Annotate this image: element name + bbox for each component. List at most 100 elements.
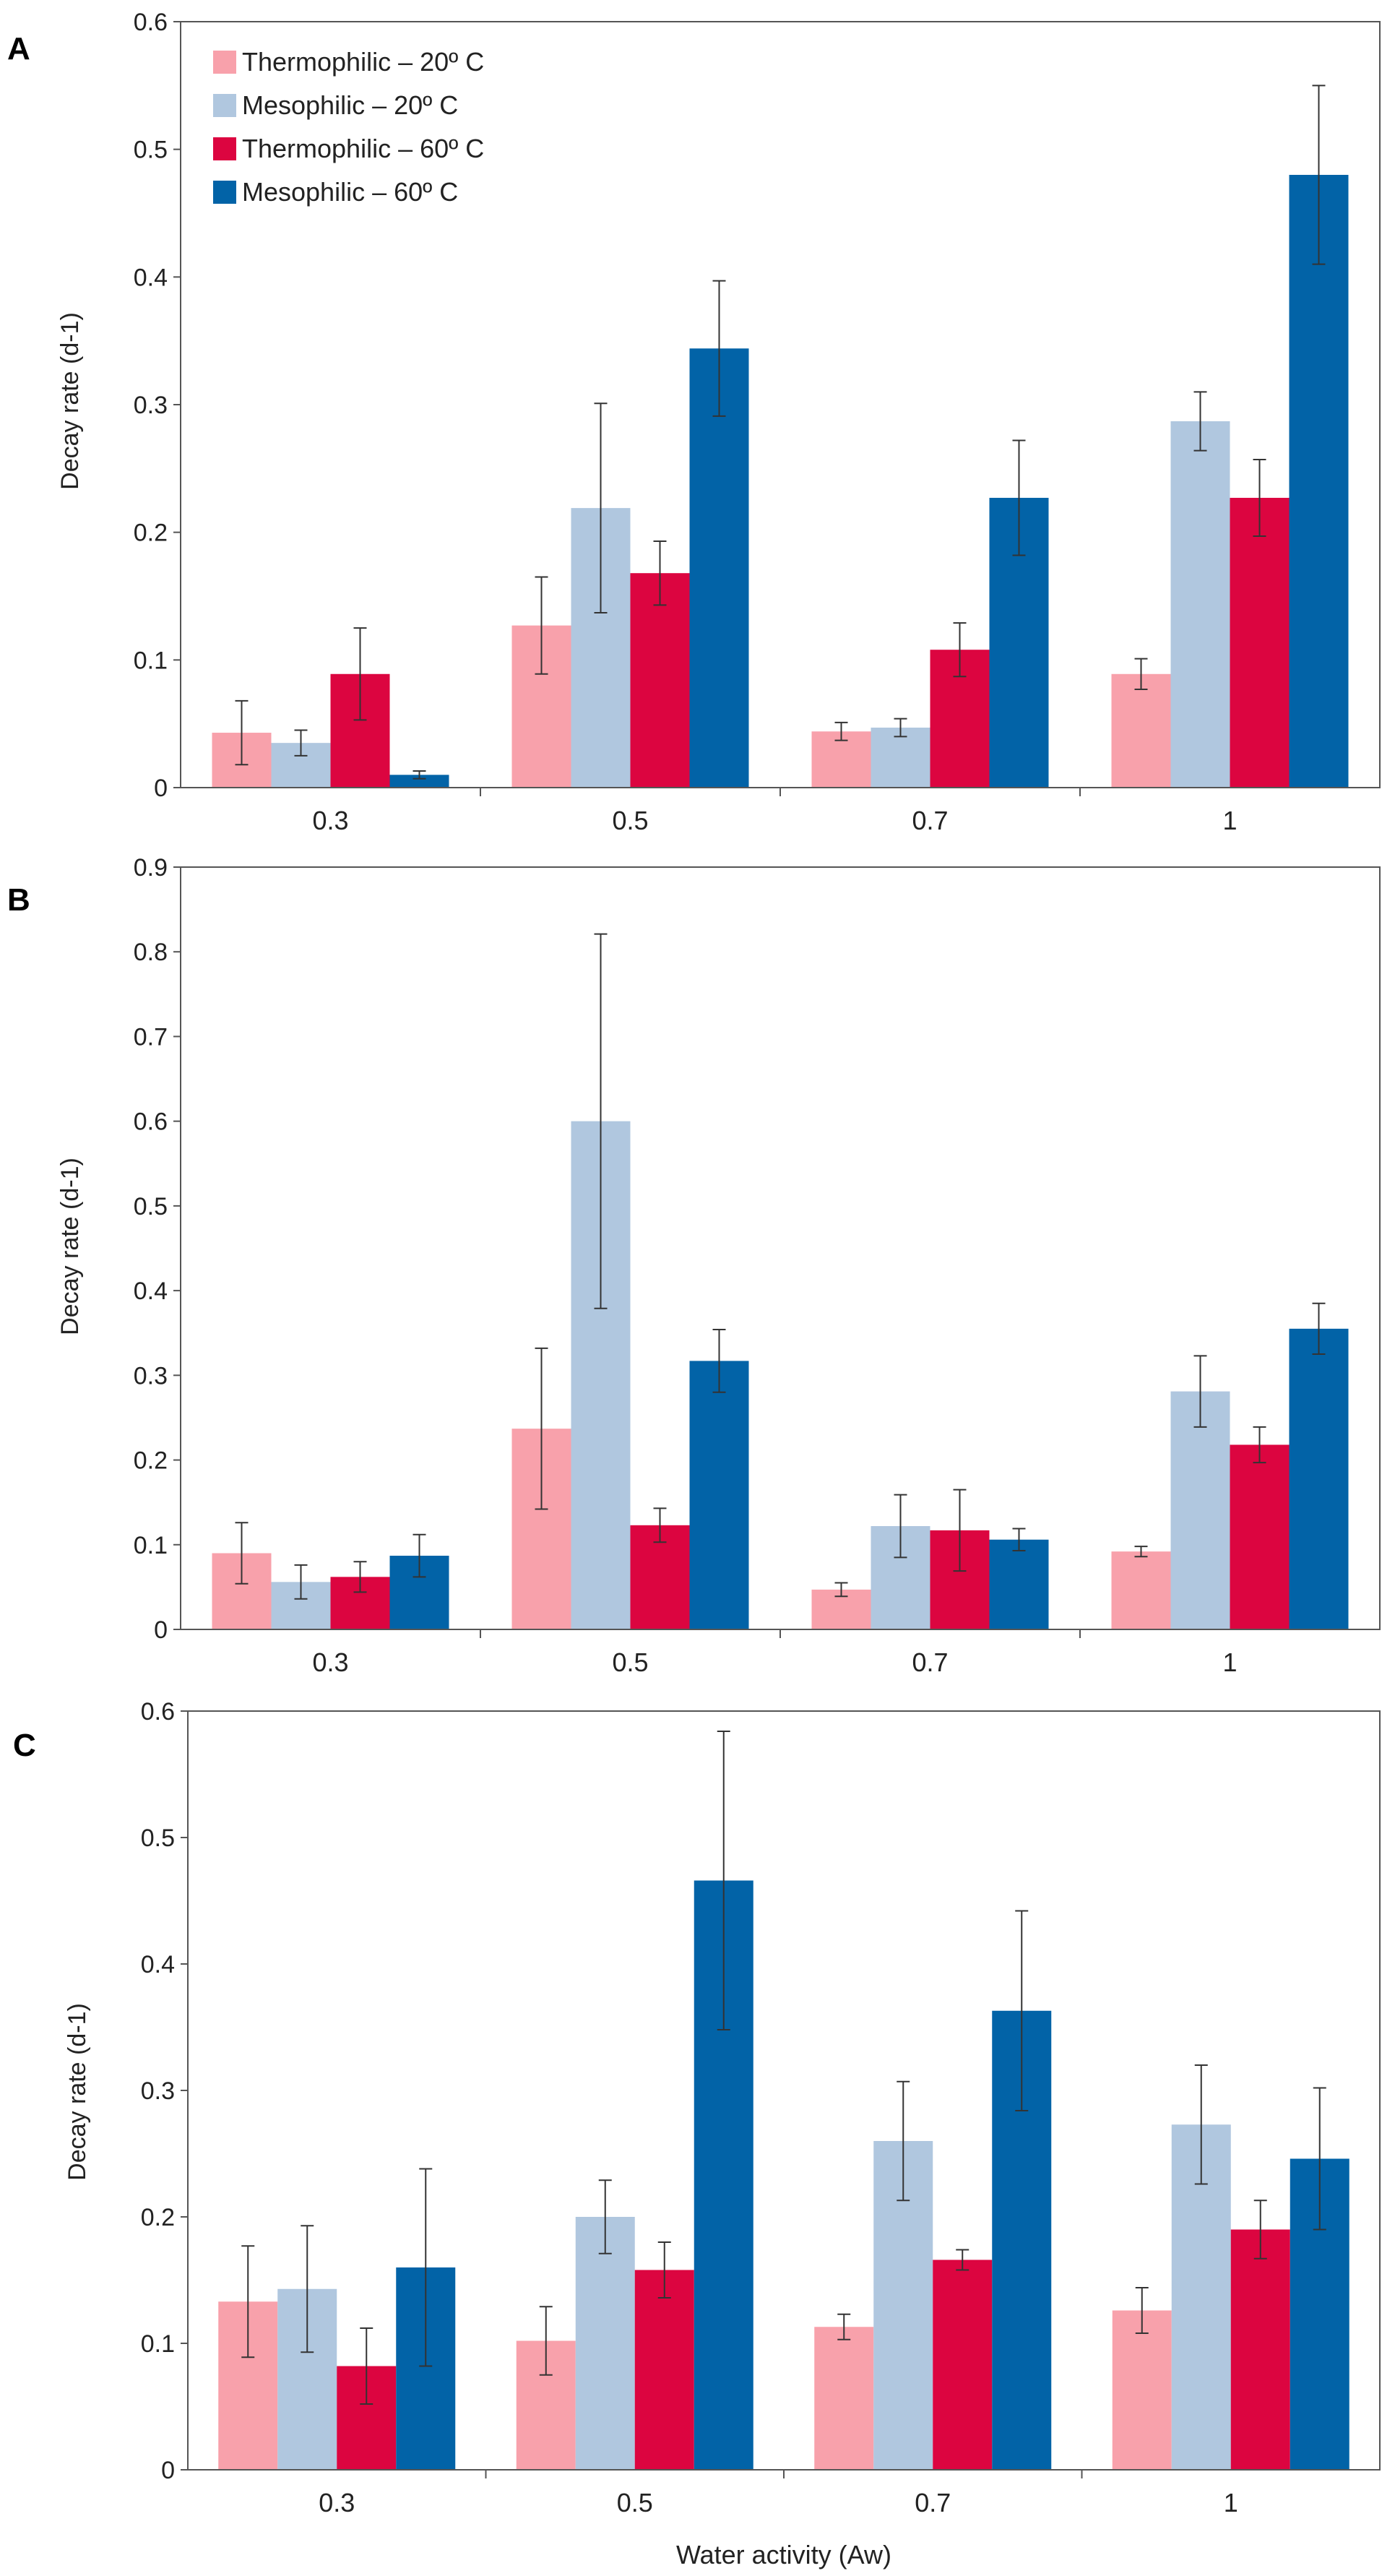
error-bar-a-mesophilic-20-c-1 (1193, 391, 1207, 452)
bar-a-thermophilic-20-c-1 (1111, 673, 1171, 788)
y-tick-label-b-8: 0.8 (134, 939, 168, 966)
panel-c: C 0 0.1 0.2 0.3 0.4 0.5 0.6 0.3 0.5 0.7 1 Decay ra… (13, 1698, 1381, 2517)
error-bar-a-thermophilic-20-c-1 (1134, 658, 1148, 690)
panel-b: B 0 0.1 0.2 0.3 0.4 0.5 0.6 0.7 0.8 0.9 0.3 0.5 0.7 1… (7, 854, 1381, 1677)
error-bar-b-thermophilic-60-c-0-7 (953, 1489, 967, 1572)
bar-a-mesophilic-60-c-1 (1289, 175, 1349, 788)
bar-a-mesophilic-20-c-1 (1170, 421, 1230, 788)
legend-label-mesophilic-20: Mesophilic – 20º C (242, 90, 458, 120)
x-category-label-c-1: 0.5 (617, 2488, 653, 2517)
x-axis-label: Water activity (Aw) (676, 2540, 891, 2569)
error-bar-a-thermophilic-20-c-0-7 (834, 721, 848, 741)
error-bar-b-thermophilic-60-c-0-5 (653, 1507, 667, 1543)
legend-swatch-mesophilic-60 (213, 181, 236, 204)
bar-c-thermophilic-20-c-0-7 (814, 2327, 874, 2470)
error-bar-b-mesophilic-60-c-0-3 (413, 1533, 426, 1578)
y-tick-label-b-2: 0.2 (134, 1447, 168, 1475)
error-bar-b-thermophilic-60-c-1 (1253, 1426, 1266, 1464)
error-bar-b-mesophilic-60-c-1 (1312, 1302, 1326, 1356)
y-tick-label-c-3: 0.3 (141, 2077, 175, 2105)
bar-b-thermophilic-20-c-1 (1111, 1551, 1171, 1629)
y-tick-label-a-6: 0.6 (134, 9, 168, 36)
plot-frame-a (180, 21, 1381, 788)
error-bar-a-mesophilic-20-c-0-3 (294, 729, 308, 757)
legend-label-thermophilic-20: Thermophilic – 20º C (242, 47, 484, 77)
x-category-label-a-2: 0.7 (912, 806, 948, 835)
error-bar-c-thermophilic-20-c-0-5 (539, 2306, 553, 2376)
y-tick-label-b-1: 0.1 (134, 1532, 168, 1559)
bar-a-mesophilic-60-c-0-3 (389, 775, 449, 788)
error-bar-c-thermophilic-60-c-0-5 (657, 2241, 671, 2299)
x-category-label-b-1: 0.5 (612, 1647, 648, 1677)
bar-c-thermophilic-60-c-1 (1230, 2229, 1290, 2470)
error-bar-a-thermophilic-60-c-0-7 (953, 622, 967, 678)
x-category-label-a-3: 1 (1222, 806, 1237, 835)
y-tick-label-b-5: 0.5 (134, 1193, 168, 1220)
plot-frame-c (187, 1710, 1381, 2471)
bar-b-mesophilic-20-c-1 (1170, 1391, 1230, 1629)
y-tick-label-b-4: 0.4 (134, 1278, 168, 1305)
x-category-label-a-1: 0.5 (612, 806, 648, 835)
legend-swatch-mesophilic-20 (213, 94, 236, 117)
bar-b-thermophilic-60-c-1 (1230, 1444, 1290, 1629)
panel-letter-a: A (7, 31, 30, 66)
error-bar-c-mesophilic-20-c-0-5 (598, 2179, 612, 2254)
y-axis-label-b: Decay rate (d-1) (56, 1158, 84, 1335)
y-tick-label-c-0: 0 (161, 2457, 175, 2484)
error-bar-b-thermophilic-20-c-1 (1134, 1546, 1148, 1558)
error-bar-c-mesophilic-20-c-0-7 (897, 2080, 910, 2202)
legend-swatch-thermophilic-20 (213, 51, 236, 74)
y-tick-label-a-3: 0.3 (134, 392, 168, 419)
x-category-label-c-3: 1 (1224, 2488, 1238, 2517)
error-bar-c-thermophilic-20-c-1 (1135, 2287, 1149, 2334)
y-tick-label-c-6: 0.6 (141, 1698, 175, 1726)
error-bar-a-mesophilic-20-c-0-5 (594, 402, 608, 613)
y-tick-label-a-2: 0.2 (134, 520, 168, 547)
error-bar-b-thermophilic-20-c-0-3 (235, 1522, 249, 1585)
bar-a-thermophilic-60-c-0-5 (630, 573, 690, 788)
y-axis-label-c: Decay rate (d-1) (64, 2003, 91, 2181)
y-axis-label-a: Decay rate (d-1) (56, 312, 84, 490)
bar-c-mesophilic-20-c-0-5 (575, 2217, 635, 2470)
error-bar-c-mesophilic-60-c-0-5 (717, 1731, 730, 2030)
legend-label-mesophilic-60: Mesophilic – 60º C (242, 177, 458, 207)
error-bar-c-mesophilic-60-c-0-7 (1015, 1910, 1029, 2111)
x-category-label-a-0: 0.3 (312, 806, 348, 835)
x-category-label-c-2: 0.7 (915, 2488, 951, 2517)
error-bar-c-mesophilic-60-c-0-3 (419, 2168, 433, 2367)
error-bar-a-thermophilic-60-c-0-5 (653, 540, 667, 606)
bar-c-thermophilic-20-c-1 (1112, 2310, 1172, 2470)
y-tick-label-a-0: 0 (154, 775, 168, 802)
error-bar-a-mesophilic-20-c-0-7 (894, 718, 907, 738)
y-tick-label-c-5: 0.5 (141, 1825, 175, 1852)
x-category-label-b-3: 1 (1222, 1647, 1237, 1677)
y-tick-label-c-2: 0.2 (141, 2204, 175, 2231)
error-bar-a-mesophilic-60-c-1 (1312, 85, 1326, 265)
x-category-label-c-0: 0.3 (319, 2488, 355, 2517)
y-tick-label-b-6: 0.6 (134, 1108, 168, 1136)
panel-letter-b: B (7, 882, 30, 918)
y-tick-label-b-0: 0 (154, 1616, 168, 1644)
error-bar-c-mesophilic-20-c-1 (1194, 2064, 1208, 2185)
bar-a-thermophilic-60-c-1 (1230, 497, 1290, 788)
y-tick-label-a-4: 0.4 (134, 264, 168, 291)
plot-frame-b (180, 866, 1381, 1630)
error-bar-a-mesophilic-60-c-0-7 (1012, 439, 1026, 556)
error-bar-b-mesophilic-20-c-0-3 (294, 1564, 308, 1600)
error-bar-b-mesophilic-60-c-0-5 (712, 1329, 726, 1393)
error-bar-a-thermophilic-60-c-1 (1253, 458, 1266, 537)
error-bar-c-thermophilic-60-c-0-3 (360, 2327, 373, 2405)
y-tick-label-b-9: 0.9 (134, 854, 168, 882)
bar-c-thermophilic-60-c-0-7 (933, 2260, 993, 2470)
y-tick-label-c-1: 0.1 (141, 2330, 175, 2358)
bar-b-mesophilic-60-c-0-5 (689, 1361, 749, 1629)
legend: Thermophilic – 20º C Mesophilic – 20º C … (213, 47, 484, 207)
error-bar-c-thermophilic-20-c-0-3 (241, 2245, 255, 2359)
error-bar-c-thermophilic-60-c-0-7 (956, 2249, 969, 2271)
error-bar-a-thermophilic-20-c-0-5 (535, 576, 548, 675)
legend-swatch-thermophilic-60 (213, 137, 236, 160)
bar-a-mesophilic-20-c-0-7 (871, 727, 930, 788)
error-bar-c-thermophilic-60-c-1 (1253, 2200, 1267, 2260)
panel-a: A 0 0.1 0.2 0.3 0.4 0.5 0.6 0.3 0.5 0.7 1 Decay ra… (7, 9, 1381, 835)
